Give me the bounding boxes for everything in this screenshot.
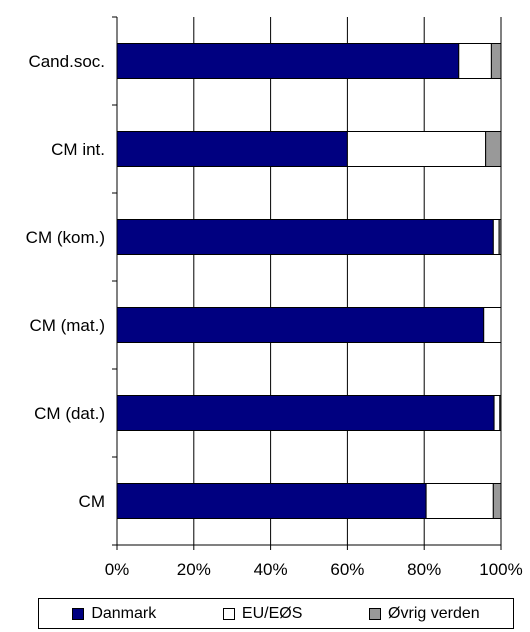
x-tick-label: 40% [254, 560, 288, 579]
bar-segment-danmark [116, 219, 494, 255]
bars [116, 43, 502, 519]
x-tick-label: 20% [177, 560, 211, 579]
bar-segment-danmark [116, 483, 427, 519]
legend-item: EU/EØS [222, 604, 303, 623]
gridlines [193, 17, 502, 545]
category-label: Cand.soc. [28, 52, 105, 71]
legend-item: Øvrig verden [369, 605, 480, 623]
legend-swatch [222, 607, 235, 620]
legend-item: Danmark [72, 605, 156, 623]
bar-segment-eu-e-s [492, 219, 500, 255]
bar-segment-danmark [116, 131, 348, 167]
bar-segment-eu-e-s [346, 131, 487, 167]
bar-segment-eu-e-s [493, 395, 501, 431]
bar-segment--vrig-verden [485, 131, 502, 167]
x-tick-label: 60% [330, 560, 364, 579]
bar-segment--vrig-verden [499, 395, 502, 431]
category-label: CM [79, 492, 105, 511]
legend-label: Øvrig verden [388, 604, 480, 622]
x-tick-label: 80% [407, 560, 441, 579]
legend-label: EU/EØS [241, 604, 303, 622]
bar-segment-danmark [116, 395, 495, 431]
bar-segment-eu-e-s [458, 43, 492, 79]
x-tick-label: 100% [479, 560, 522, 579]
legend: Danmark EU/EØS Øvrig verden [38, 598, 514, 629]
bar-segment-eu-e-s [425, 483, 494, 519]
x-tick-labels: 0% 20% 40% 60% 80% 100% [105, 560, 523, 579]
bar-segment-danmark [116, 307, 485, 343]
bar-segment--vrig-verden [490, 43, 502, 79]
category-label: CM (mat.) [29, 316, 105, 335]
category-label: CM int. [51, 140, 105, 159]
bar-segment-danmark [116, 43, 460, 79]
bar-segment-eu-e-s [483, 307, 502, 343]
legend-label: Danmark [91, 604, 157, 622]
category-label: CM (kom.) [26, 228, 105, 247]
legend-swatch [72, 607, 85, 620]
x-tick-label: 0% [105, 560, 130, 579]
category-label: CM (dat.) [34, 404, 105, 423]
axes [112, 16, 502, 550]
chart: Cand.soc. CM int. CM (kom.) CM (mat.) CM (da… [26, 16, 523, 579]
legend-swatch [369, 607, 382, 620]
bar-segment--vrig-verden [492, 483, 502, 519]
category-labels: Cand.soc. CM int. CM (kom.) CM (mat.) CM (da… [26, 52, 105, 511]
bar-segment--vrig-verden [498, 219, 502, 255]
